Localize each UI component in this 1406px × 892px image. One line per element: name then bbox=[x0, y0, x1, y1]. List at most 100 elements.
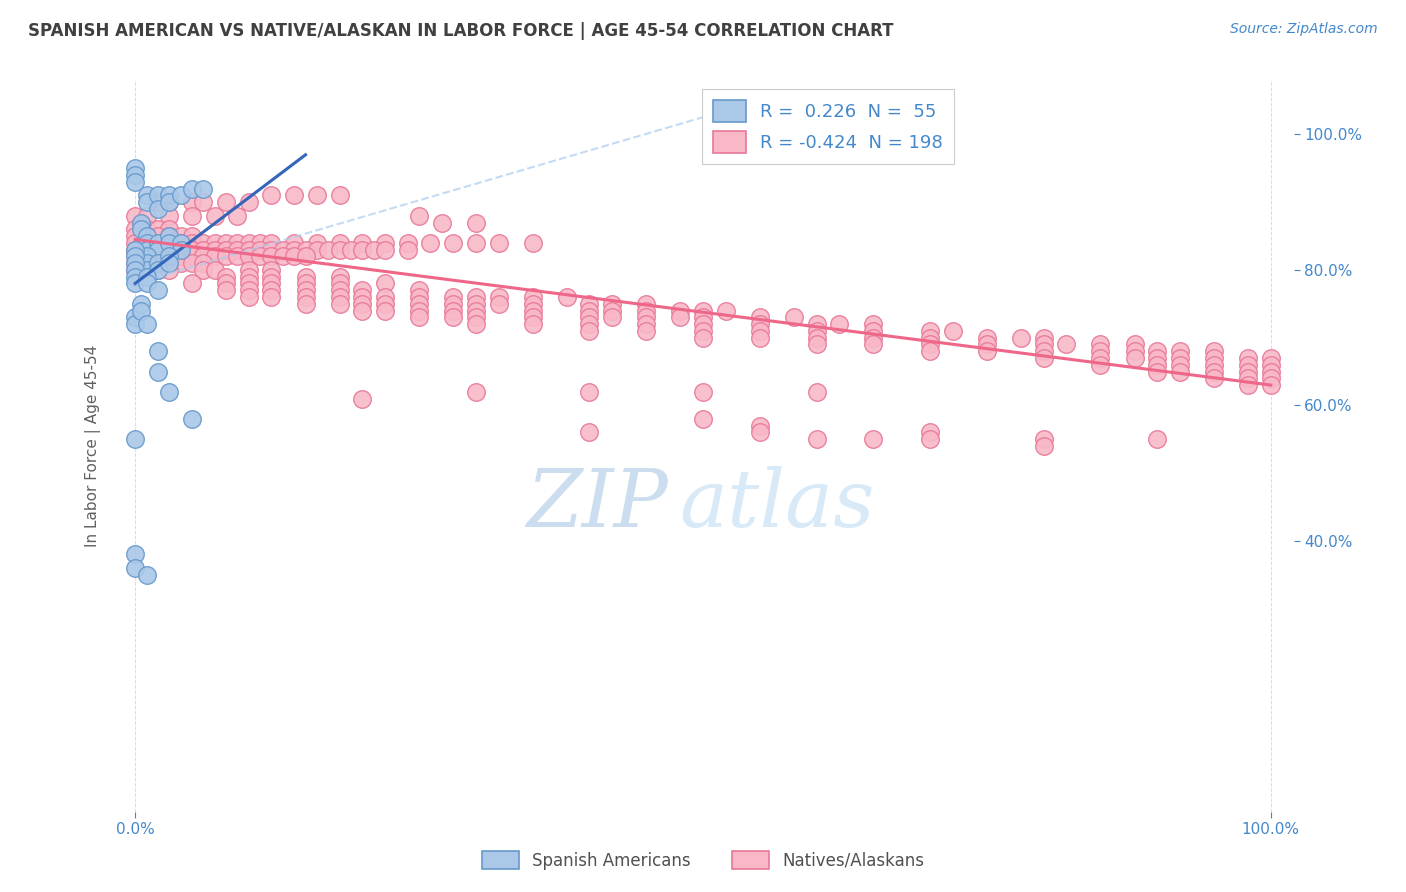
Point bbox=[522, 310, 544, 325]
Point bbox=[124, 561, 146, 575]
Point bbox=[124, 168, 146, 182]
Point bbox=[748, 425, 770, 440]
Point bbox=[129, 222, 152, 236]
Point bbox=[124, 229, 146, 244]
Point bbox=[135, 249, 157, 263]
Point bbox=[283, 243, 305, 257]
Point bbox=[157, 243, 180, 257]
Point bbox=[1032, 337, 1054, 351]
Point bbox=[238, 243, 260, 257]
Point bbox=[692, 384, 714, 399]
Point bbox=[169, 235, 191, 250]
Point bbox=[124, 222, 146, 236]
Point bbox=[215, 269, 238, 284]
Point bbox=[135, 235, 157, 250]
Point bbox=[146, 283, 169, 297]
Point bbox=[157, 188, 180, 202]
Point bbox=[193, 235, 215, 250]
Point bbox=[271, 243, 294, 257]
Point bbox=[181, 277, 204, 291]
Point bbox=[249, 249, 271, 263]
Point bbox=[129, 297, 152, 311]
Point bbox=[976, 337, 998, 351]
Point bbox=[135, 263, 157, 277]
Point bbox=[522, 303, 544, 318]
Point bbox=[1168, 351, 1191, 365]
Point bbox=[976, 331, 998, 345]
Point bbox=[578, 324, 600, 338]
Point bbox=[169, 229, 191, 244]
Point bbox=[920, 425, 942, 440]
Point bbox=[157, 263, 180, 277]
Point bbox=[920, 344, 942, 359]
Point bbox=[226, 209, 249, 223]
Point bbox=[329, 269, 352, 284]
Point bbox=[408, 303, 430, 318]
Point bbox=[692, 331, 714, 345]
Point bbox=[1032, 344, 1054, 359]
Point bbox=[146, 229, 169, 244]
Point bbox=[1202, 351, 1225, 365]
Point bbox=[464, 317, 486, 331]
Point bbox=[226, 249, 249, 263]
Point bbox=[124, 209, 146, 223]
Point bbox=[806, 337, 828, 351]
Point bbox=[260, 290, 283, 304]
Point bbox=[204, 249, 226, 263]
Point bbox=[146, 243, 169, 257]
Point bbox=[135, 249, 157, 263]
Point bbox=[920, 337, 942, 351]
Point bbox=[226, 235, 249, 250]
Point bbox=[352, 297, 374, 311]
Point bbox=[396, 235, 419, 250]
Point bbox=[636, 310, 658, 325]
Point bbox=[124, 310, 146, 325]
Point bbox=[374, 290, 396, 304]
Point bbox=[488, 235, 510, 250]
Point bbox=[260, 269, 283, 284]
Point bbox=[146, 364, 169, 378]
Point bbox=[862, 432, 884, 446]
Point bbox=[1202, 364, 1225, 378]
Point bbox=[135, 229, 157, 244]
Point bbox=[135, 229, 157, 244]
Point bbox=[522, 235, 544, 250]
Point bbox=[748, 331, 770, 345]
Point bbox=[181, 249, 204, 263]
Point bbox=[464, 215, 486, 229]
Point bbox=[464, 310, 486, 325]
Point bbox=[157, 249, 180, 263]
Point bbox=[1146, 364, 1168, 378]
Point bbox=[408, 290, 430, 304]
Point bbox=[146, 222, 169, 236]
Point bbox=[806, 324, 828, 338]
Point bbox=[135, 263, 157, 277]
Point bbox=[441, 235, 464, 250]
Point bbox=[692, 412, 714, 426]
Point bbox=[976, 344, 998, 359]
Point bbox=[215, 283, 238, 297]
Point bbox=[578, 297, 600, 311]
Point bbox=[260, 243, 283, 257]
Point bbox=[169, 235, 191, 250]
Point bbox=[464, 290, 486, 304]
Point bbox=[146, 202, 169, 216]
Point bbox=[193, 263, 215, 277]
Point bbox=[692, 303, 714, 318]
Point bbox=[806, 317, 828, 331]
Point bbox=[135, 567, 157, 582]
Text: atlas: atlas bbox=[679, 466, 875, 543]
Text: ZIP: ZIP bbox=[526, 466, 668, 543]
Point bbox=[692, 310, 714, 325]
Point bbox=[124, 547, 146, 561]
Point bbox=[522, 317, 544, 331]
Point bbox=[129, 303, 152, 318]
Point bbox=[238, 290, 260, 304]
Point bbox=[294, 283, 316, 297]
Point bbox=[748, 310, 770, 325]
Point bbox=[260, 277, 283, 291]
Point bbox=[124, 432, 146, 446]
Point bbox=[135, 188, 157, 202]
Point bbox=[181, 209, 204, 223]
Point bbox=[942, 324, 965, 338]
